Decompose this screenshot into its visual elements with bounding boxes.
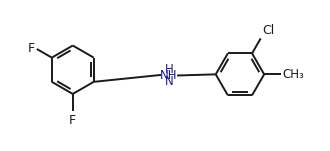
Text: NH: NH <box>160 69 178 82</box>
Text: H
N: H N <box>165 63 173 88</box>
Text: Cl: Cl <box>262 24 274 37</box>
Text: CH₃: CH₃ <box>282 68 304 81</box>
Text: F: F <box>69 114 76 127</box>
Text: F: F <box>27 42 35 55</box>
